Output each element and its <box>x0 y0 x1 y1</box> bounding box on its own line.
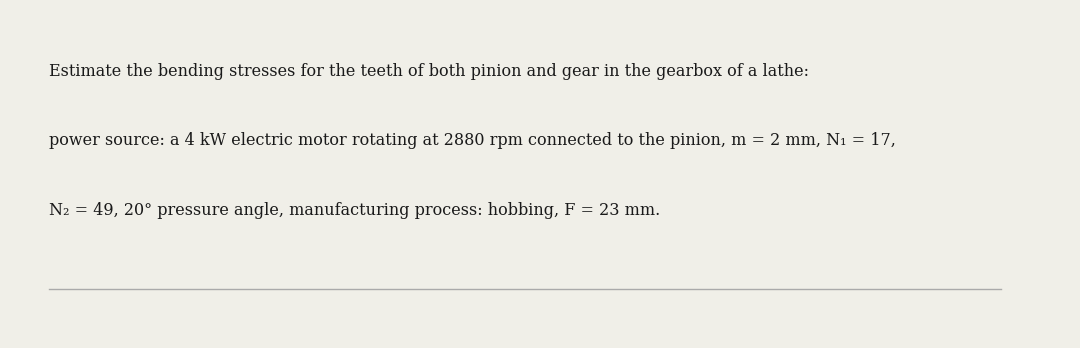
Text: N₂ = 49, 20° pressure angle, manufacturing process: hobbing, F = 23 mm.: N₂ = 49, 20° pressure angle, manufacturi… <box>50 202 661 219</box>
Text: power source: a 4 kW electric motor rotating at 2880 rpm connected to the pinion: power source: a 4 kW electric motor rota… <box>50 132 896 149</box>
Text: Estimate the bending stresses for the teeth of both pinion and gear in the gearb: Estimate the bending stresses for the te… <box>50 63 809 80</box>
